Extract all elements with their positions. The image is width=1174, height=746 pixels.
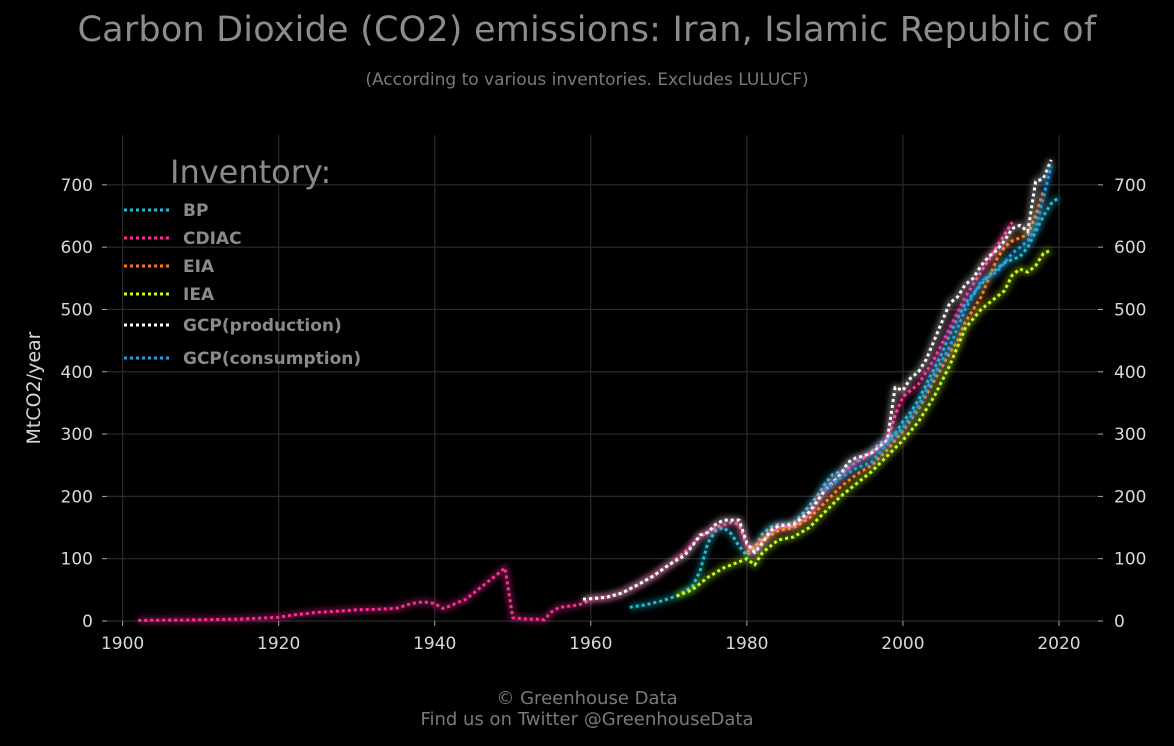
y-tick-label-right: 500 — [1114, 300, 1146, 320]
y-tick-label-right: 200 — [1114, 487, 1146, 507]
y-tick-label-right: 100 — [1114, 550, 1146, 570]
y-tick-label-left: 300 — [61, 425, 93, 445]
y-tick-label-right: 600 — [1114, 238, 1146, 258]
x-tick-label: 1900 — [101, 634, 144, 654]
legend-label-gcp-consumption: GCP(consumption) — [183, 349, 361, 369]
x-tick-label: 2020 — [1037, 634, 1080, 654]
x-tick-label: 1920 — [257, 634, 300, 654]
copyright-text: © Greenhouse Data — [496, 688, 678, 709]
x-tick-label: 1960 — [569, 634, 612, 654]
legend-label-bp: BP — [183, 201, 208, 221]
series-line-gcp-consumption — [823, 165, 1053, 492]
y-tick-label-left: 700 — [61, 176, 93, 196]
twitter-text: Find us on Twitter @GreenhouseData — [420, 709, 754, 730]
legend-title: Inventory: — [170, 153, 331, 191]
legend-label-iea: IEA — [183, 285, 215, 305]
y-tick-label-left: 100 — [61, 550, 93, 570]
series-glow-gcp-production — [582, 158, 1055, 603]
y-tick-label-right: 0 — [1114, 612, 1125, 632]
y-tick-label-left: 600 — [61, 238, 93, 258]
x-tick-label: 1980 — [725, 634, 768, 654]
y-tick-label-left: 200 — [61, 487, 93, 507]
y-tick-label-left: 0 — [82, 612, 93, 632]
chart-title: Carbon Dioxide (CO2) emissions: Iran, Is… — [77, 10, 1097, 50]
y-tick-label-left: 400 — [61, 363, 93, 383]
series-glow-cdiac — [138, 220, 1016, 624]
y-tick-label-right: 400 — [1114, 363, 1146, 383]
series-line-cdiac — [138, 221, 1014, 622]
series-line-gcp-production — [582, 159, 1053, 601]
y-tick-label-right: 700 — [1114, 176, 1146, 196]
y-axis-label: MtCO2/year — [23, 331, 45, 444]
legend-label-gcp-production: GCP(production) — [183, 316, 342, 336]
series-line-iea — [676, 248, 1052, 598]
y-tick-label-right: 300 — [1114, 425, 1146, 445]
legend-label-eia: EIA — [183, 257, 215, 277]
y-tick-label-left: 500 — [61, 300, 93, 320]
x-tick-label: 1940 — [413, 634, 456, 654]
chart-subtitle: (According to various inventories. Exclu… — [365, 70, 809, 90]
x-tick-label: 2000 — [881, 634, 924, 654]
series-glow-iea — [675, 247, 1053, 600]
legend-label-cdiac: CDIAC — [183, 229, 242, 249]
footer: © Greenhouse Data Find us on Twitter @Gr… — [0, 688, 1174, 730]
